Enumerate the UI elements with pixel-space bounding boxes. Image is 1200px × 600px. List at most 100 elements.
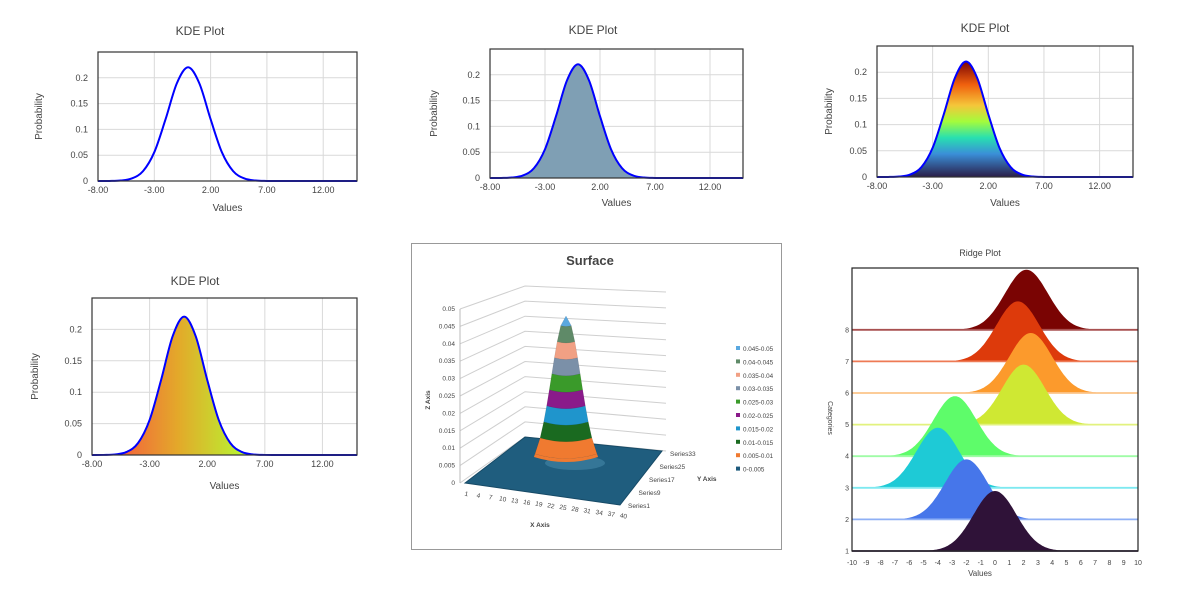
z-gridline — [459, 421, 667, 467]
z-tick-label: 0.02 — [442, 410, 455, 417]
x-tick-label: 2.00 — [198, 459, 216, 469]
z-tick-label: 0.015 — [439, 428, 456, 435]
kde-curve — [489, 63, 743, 180]
x-tick-label: 13 — [510, 497, 519, 505]
x-tick-label: 2.00 — [980, 181, 998, 191]
x-tick-label: 22 — [547, 502, 556, 510]
x-tick-label: -2 — [963, 560, 969, 567]
x-tick-label: 1 — [1007, 560, 1011, 567]
surface-band — [554, 341, 578, 360]
z-gridline — [459, 360, 667, 397]
x-tick-label: 6 — [1079, 560, 1083, 567]
x-axis-label: Values — [213, 203, 243, 214]
y-tick-label: 0.05 — [849, 146, 867, 156]
x-tick-label: -10 — [847, 560, 857, 567]
surface-peak — [563, 316, 569, 324]
x-tick-label: 19 — [535, 501, 544, 509]
x-tick-label: 7 — [1093, 560, 1097, 567]
z-tick-label: 0.045 — [439, 323, 456, 330]
legend-label: 0.01-0.015 — [743, 440, 774, 447]
ridge-series-5 — [852, 364, 1138, 426]
legend-item: 0.005-0.01 — [736, 453, 774, 460]
legend-label: 0.02-0.025 — [743, 413, 774, 420]
x-tick-label: 25 — [559, 504, 568, 512]
x-tick-label: -6 — [906, 560, 912, 567]
y-tick-label: 0.1 — [69, 387, 82, 397]
kde-area-fill — [92, 316, 357, 456]
legend-item: 0.04-0.045 — [736, 359, 774, 366]
legend-item: 0-0.005 — [736, 466, 765, 474]
y-tick-label: 0.15 — [849, 93, 867, 103]
ridge-density-area — [852, 364, 1138, 425]
x-tick-label: 7.00 — [1035, 181, 1053, 191]
y-tick-label: 5 — [845, 422, 849, 429]
y-tick-label: 3 — [845, 485, 849, 492]
x-tick-label: 16 — [522, 499, 531, 507]
y-tick-label: 0.05 — [70, 150, 88, 160]
x-tick-label: 7.00 — [256, 459, 274, 469]
legend-item: 0.03-0.035 — [736, 386, 774, 393]
surface-band — [549, 373, 583, 393]
x-axis-label: Values — [968, 569, 992, 578]
kde-curve — [97, 66, 357, 183]
legend-label: 0.005-0.01 — [743, 453, 774, 460]
chart-title: Ridge Plot — [959, 248, 1001, 258]
surface-chart: Surface 0 0.005 0.01 0.015 0.02 0.025 0.03 0.035… — [411, 243, 782, 550]
z-gridline — [459, 300, 667, 327]
x-tick-label: 2 — [1022, 560, 1026, 567]
z-axis-label: Z Axis — [425, 390, 432, 410]
x-tick-label: 7 — [488, 494, 493, 502]
x-tick-label: 10 — [498, 495, 507, 503]
x-tick-label: -4 — [935, 560, 941, 567]
x-tick-label: 2.00 — [202, 185, 220, 195]
y-tick-label: Series9 — [639, 490, 661, 497]
kde-area-fill — [877, 61, 1133, 178]
legend-swatch — [736, 439, 740, 444]
y-axis-label: Probability — [824, 88, 835, 135]
legend-swatch — [736, 453, 740, 458]
x-tick-label: 8 — [1107, 560, 1111, 567]
z-gridline — [459, 376, 667, 414]
y-tick-label: 0 — [83, 176, 88, 186]
ridge-series-8 — [852, 269, 1138, 331]
x-tick-label: 40 — [619, 512, 628, 520]
plot-area-border — [851, 267, 1139, 552]
z-gridline — [459, 315, 667, 345]
ridge-density-area — [852, 491, 1138, 551]
y-tick-label: 4 — [845, 454, 849, 461]
x-tick-label: 34 — [595, 509, 604, 517]
chart-title: KDE Plot — [171, 274, 220, 288]
surface-band — [551, 357, 581, 377]
ridge-density-area — [852, 427, 1138, 488]
z-tick-label: 0 — [451, 480, 455, 487]
legend-swatch — [736, 413, 740, 417]
kde-chart-2: KDE Plot 0 0.05 0.1 0.15 0.2 -8.00 -3.00 2.00 7.0… — [429, 23, 744, 209]
y-tick-label: 1 — [845, 549, 849, 556]
z-tick-label: 0.01 — [442, 445, 455, 452]
legend-label: 0.025-0.03 — [743, 400, 774, 407]
ridge-density-area — [852, 269, 1138, 330]
z-gridline — [459, 345, 667, 380]
x-tick-label: -8 — [877, 560, 883, 567]
y-tick-label: 0.15 — [70, 99, 88, 109]
legend-swatch — [736, 372, 740, 377]
z-gridline — [459, 330, 667, 362]
z-gridline — [459, 391, 667, 432]
y-axis-label: Probability — [429, 90, 440, 137]
z-tick-label: 0.025 — [439, 393, 456, 400]
x-tick-label: 28 — [571, 506, 580, 514]
x-tick-label: 0 — [993, 560, 997, 567]
x-tick-label: 5 — [1065, 560, 1069, 567]
x-tick-label: 37 — [607, 511, 616, 519]
legend-swatch — [736, 466, 740, 471]
kde-curve — [91, 315, 357, 457]
legend-label: 0.035-0.04 — [743, 373, 774, 380]
legend-swatch — [736, 386, 740, 391]
chart-title: KDE Plot — [176, 24, 225, 38]
x-tick-label: -3.00 — [922, 181, 943, 191]
y-tick-label: Series25 — [660, 464, 686, 471]
surface-band — [533, 453, 599, 462]
x-tick-label: 7.00 — [646, 182, 664, 192]
ridge-density-area — [852, 301, 1138, 362]
